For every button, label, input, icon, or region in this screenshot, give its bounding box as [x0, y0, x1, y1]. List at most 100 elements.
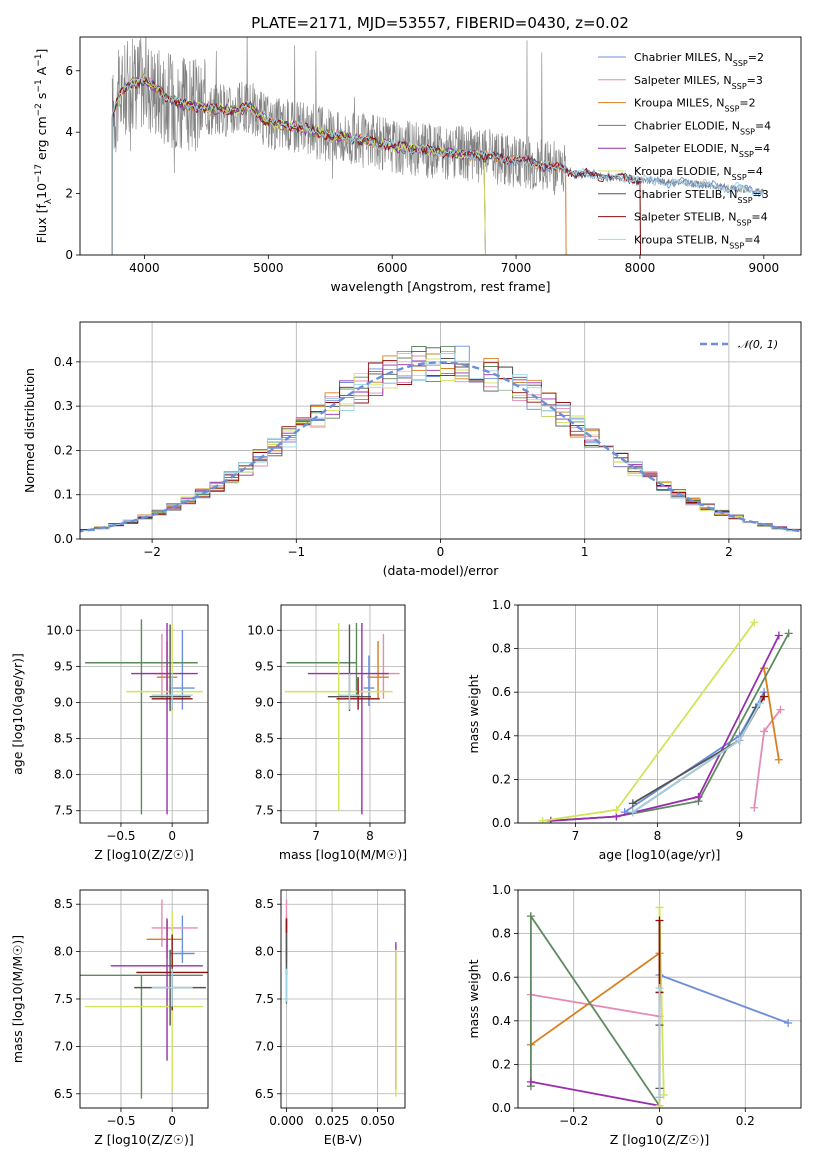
y-tick-label: 0.0: [492, 816, 511, 830]
x-tick-label: 9000: [749, 261, 780, 275]
y-tick-label: 7.5: [54, 804, 73, 818]
series-marker-kroupa-stelib: [655, 984, 664, 993]
y-tick-label: 10.0: [247, 623, 274, 637]
y-tick-label: 0.0: [54, 532, 73, 546]
series-line-chabrier-elodie: [550, 632, 790, 822]
series-marker-kroupa-miles: [774, 755, 783, 764]
series-line-kroupa-miles: [530, 952, 661, 1046]
x-axis-label: Z [log10(Z/Z☉)]: [94, 1132, 194, 1147]
y-tick-label: 6.5: [255, 1087, 274, 1101]
y-axis-label: age [log10(age/yr)]: [10, 653, 25, 775]
y-tick-label: 8.0: [255, 945, 274, 959]
plot-area: [526, 903, 793, 1108]
y-tick-label: 7.5: [54, 992, 73, 1006]
x-tick-label: 8000: [625, 261, 656, 275]
plot-area: [80, 899, 208, 1099]
y-tick-label: 8.0: [54, 945, 73, 959]
plot-area: [285, 899, 397, 1097]
y-axis-label: mass weight: [466, 959, 481, 1038]
panel-residuals: −2 −1 0 1 2 0.0 0.1 0.2 0.3 0.4 (data-model)/error…: [22, 321, 802, 578]
series-marker-kroupa-elodie: [655, 1101, 664, 1108]
series-marker-salpeter-stelib: [655, 916, 664, 925]
axes-frame: [79, 321, 802, 540]
y-tick-label: 0.1: [54, 488, 73, 502]
y-tick-label: 0.3: [54, 399, 73, 413]
x-tick-label: 0.000: [269, 1114, 303, 1128]
y-tick-label: 7.0: [255, 1039, 274, 1053]
y-tick-label: 0: [65, 248, 73, 262]
legend-label: Kroupa ELODIE, NSSP=4: [634, 165, 763, 182]
series-marker-kroupa-stelib: [755, 699, 764, 708]
series-line-kroupa-miles: [763, 668, 780, 760]
series-line-kroupa-elodie: [542, 621, 755, 822]
x-tick-label: 0: [437, 545, 445, 559]
series-line-chabrier-elodie: [530, 913, 661, 1107]
x-tick-label: 7000: [501, 261, 532, 275]
series-marker-kroupa-stelib: [628, 808, 637, 817]
x-tick-label: 2: [725, 545, 733, 559]
grid: [281, 890, 405, 1108]
series-marker-chabrier-stelib: [628, 799, 637, 808]
y-tick-label: 7.5: [255, 804, 274, 818]
x-axis-label: age [log10(age/yr)]: [599, 847, 721, 862]
axes-frame: [517, 889, 802, 1109]
y-tick-label: 0.0: [492, 1101, 511, 1115]
panel-age-vs-mass: 7 8 7.5 8.0 8.5 9.0 9.5 10.0 mass [log10(M/M☉)]: [247, 604, 407, 862]
series-line-salpeter-elodie: [550, 635, 780, 822]
x-axis-label: Z [log10(Z/Z☉)]: [94, 847, 194, 862]
panel-mass-vs-ebv: 0.000 0.025 0.050 6.5 7.0 7.5 8.0 8.5 E(B-V): [255, 889, 406, 1147]
y-tick-label: 9.5: [255, 659, 274, 673]
series-line-chabrier-miles: [659, 974, 789, 1024]
series-marker-salpeter-elodie: [774, 631, 783, 640]
series-marker-kroupa-elodie: [612, 805, 621, 814]
plot-area: [538, 618, 793, 823]
histogram-kroupa-elodie: [80, 358, 801, 532]
normal-curve: [80, 361, 801, 533]
panel-mass-vs-Z: −0.5 0 6.5 7.0 7.5 8.0 8.5 Z [log10(Z/Z☉)] mass …: [10, 889, 209, 1147]
y-tick-label: 9.5: [54, 659, 73, 673]
panel-age-vs-Z: −0.5 0 7.5 8.0 8.5 9.0 9.5 10.0 Z [log10(Z/Z☉)] a…: [10, 604, 209, 862]
x-axis-label: E(B-V): [324, 1132, 363, 1147]
figure-title: PLATE=2171, MJD=53557, FIBERID=0430, z=0…: [251, 14, 629, 32]
series-marker-chabrier-elodie: [784, 629, 793, 638]
x-axis-label: wavelength [Angstrom, rest frame]: [330, 279, 550, 294]
series-line-salpeter-elodie: [530, 1080, 660, 1107]
y-tick-label: 10.0: [46, 623, 73, 637]
series-marker-chabrier-elodie: [526, 912, 535, 921]
y-tick-label: 0.6: [492, 970, 511, 984]
x-tick-label: −0.5: [106, 1114, 135, 1128]
x-tick-label: 4000: [129, 261, 160, 275]
x-tick-label: 7: [572, 829, 580, 843]
axes-frame: [79, 36, 802, 256]
y-tick-label: 8.5: [255, 897, 274, 911]
legend-label: Chabrier STELIB, NSSP=3: [634, 188, 769, 205]
x-tick-label: −1: [287, 545, 305, 559]
series-line-chabrier-stelib: [632, 707, 757, 805]
y-axis-label: mass weight: [466, 674, 481, 753]
y-tick-label: 8.5: [54, 732, 73, 746]
axes-frame: [517, 604, 802, 824]
histogram-salpeter-stelib: [80, 360, 801, 530]
x-axis-label: Z [log10(Z/Z☉)]: [610, 1132, 710, 1147]
x-tick-label: 0.050: [360, 1114, 394, 1128]
x-tick-label: 0: [168, 1114, 176, 1128]
model-line-kroupa-stelib: [111, 74, 764, 255]
legend-label: 𝒩(0, 1): [738, 338, 778, 351]
axes-frame: [79, 889, 209, 1109]
x-tick-label: 6000: [377, 261, 408, 275]
y-axis-label: mass [log10(M/M☉)]: [10, 935, 25, 1063]
y-tick-label: 4: [65, 125, 73, 139]
y-axis-label: Flux [fλ10−17 erg cm−2 s−1 A−1]: [34, 49, 54, 244]
series-marker-kroupa-stelib: [655, 1093, 664, 1102]
panel-mass-weight-vs-Z: −0.2 0 0.2 0.0 0.2 0.4 0.6 0.8 1.0 Z [log10(Z/Z☉)…: [466, 883, 802, 1147]
legend-label: Kroupa STELIB, NSSP=4: [634, 233, 760, 250]
y-tick-label: 0.4: [54, 355, 73, 369]
legend-label: Salpeter STELIB, NSSP=4: [634, 211, 768, 228]
series-marker-salpeter-elodie: [694, 792, 703, 801]
y-tick-label: 7.0: [54, 1039, 73, 1053]
panel-spectrum: 4000 5000 6000 7000 8000 9000 0 2 4 6 wavelength […: [34, 36, 802, 294]
y-tick-label: 1.0: [492, 598, 511, 612]
series-marker-kroupa-stelib: [735, 736, 744, 745]
y-tick-label: 0.6: [492, 685, 511, 699]
series-marker-salpeter-stelib: [760, 692, 769, 701]
